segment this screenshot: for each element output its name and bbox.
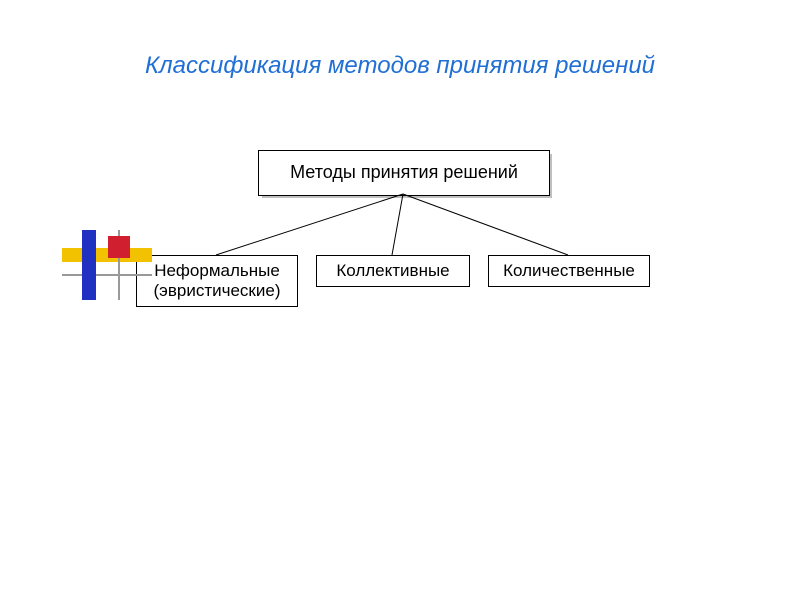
logo-blue-bar: [82, 230, 96, 300]
logo-grey-h: [62, 274, 152, 276]
decorative-logo: [62, 230, 152, 300]
connectors: [0, 0, 800, 600]
child-box-label-0: Неформальные (эвристические): [154, 261, 281, 302]
connector-0: [216, 194, 403, 255]
child-box-2: Количественные: [488, 255, 650, 287]
connector-2: [403, 194, 568, 255]
page-title: Классификация методов принятия решений: [0, 52, 800, 80]
root-box: Методы принятия решений: [258, 150, 550, 196]
logo-red-square: [108, 236, 130, 258]
child-box-1: Коллективные: [316, 255, 470, 287]
logo-yellow-bar: [62, 248, 152, 262]
child-box-label-2: Количественные: [503, 261, 635, 281]
root-box-label: Методы принятия решений: [290, 162, 518, 184]
child-box-0: Неформальные (эвристические): [136, 255, 298, 307]
child-box-label-1: Коллективные: [336, 261, 449, 281]
connector-1: [392, 194, 403, 255]
